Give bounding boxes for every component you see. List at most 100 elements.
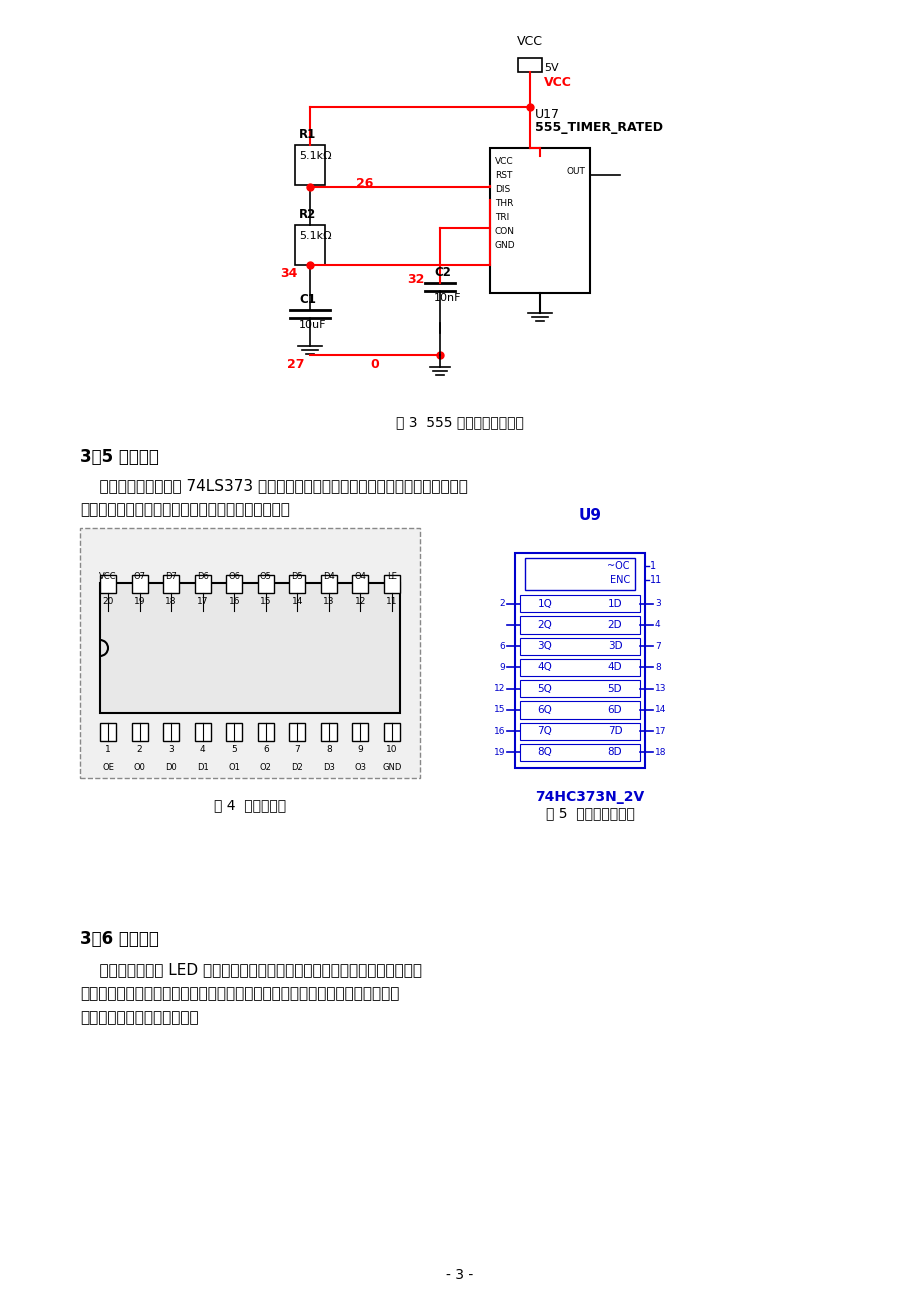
Text: 图 5  芯片仿真模型图: 图 5 芯片仿真模型图	[545, 806, 634, 820]
Text: 3．5 控制电路: 3．5 控制电路	[80, 448, 159, 466]
Bar	[226, 723, 242, 741]
Text: CON: CON	[494, 227, 515, 236]
Bar	[525, 559, 634, 590]
Text: 20: 20	[102, 598, 114, 607]
Text: 3D: 3D	[607, 641, 621, 651]
Text: O3: O3	[354, 763, 366, 772]
Text: 14: 14	[291, 598, 302, 607]
Text: 7: 7	[294, 746, 300, 754]
Text: 显示数字。电动机的转速信号通过计数电路的处理，在显示电路中有数码显示器: 显示数字。电动机的转速信号通过计数电路的处理，在显示电路中有数码显示器	[80, 986, 399, 1001]
Text: 显示电路有四块 LED 数码显示器组成，使其管脚与十进制计数器正确连接，: 显示电路有四块 LED 数码显示器组成，使其管脚与十进制计数器正确连接，	[80, 962, 422, 976]
Text: DIS: DIS	[494, 185, 510, 194]
Bar	[515, 553, 644, 768]
Bar	[100, 723, 116, 741]
Text: D6: D6	[197, 572, 209, 581]
Bar	[517, 59, 541, 72]
Text: 555_TIMER_RATED: 555_TIMER_RATED	[535, 121, 663, 134]
Text: 显示出数字，来记录其转速。: 显示出数字，来记录其转速。	[80, 1010, 199, 1025]
Text: O5: O5	[259, 572, 271, 581]
Text: 0: 0	[370, 358, 379, 371]
Bar	[519, 702, 640, 719]
Bar	[519, 659, 640, 676]
Text: C1: C1	[299, 293, 315, 306]
Text: 1D: 1D	[607, 599, 621, 608]
Text: 8D: 8D	[607, 747, 621, 758]
Text: 2: 2	[499, 599, 505, 608]
Text: OE: OE	[102, 763, 114, 772]
Bar	[195, 575, 210, 592]
Text: 10nF: 10nF	[434, 293, 461, 303]
Text: 控制电路部分，采用 74LS373 芯片，组成锁存器电路，通过定时电路传递过来的信: 控制电路部分，采用 74LS373 芯片，组成锁存器电路，通过定时电路传递过来的…	[80, 478, 468, 493]
Text: C2: C2	[434, 266, 450, 279]
Text: 13: 13	[323, 598, 335, 607]
Text: LE: LE	[387, 572, 396, 581]
Text: 15: 15	[493, 706, 505, 715]
Text: 16: 16	[228, 598, 240, 607]
Text: 5Q: 5Q	[537, 684, 551, 694]
Text: 3．6 显示电路: 3．6 显示电路	[80, 930, 159, 948]
Text: 12: 12	[355, 598, 366, 607]
Text: O7: O7	[133, 572, 145, 581]
Text: 1Q: 1Q	[537, 599, 551, 608]
Text: 15: 15	[260, 598, 271, 607]
Text: 5: 5	[231, 746, 237, 754]
Text: 34: 34	[280, 267, 298, 280]
Text: 5D: 5D	[607, 684, 621, 694]
Bar	[519, 616, 640, 634]
Text: 16: 16	[493, 727, 505, 736]
Bar	[226, 575, 242, 592]
Bar	[352, 575, 368, 592]
Text: 7: 7	[654, 642, 660, 651]
Text: 26: 26	[356, 177, 373, 190]
Bar	[289, 723, 305, 741]
Text: O6: O6	[228, 572, 240, 581]
Text: TRI: TRI	[494, 212, 509, 221]
Text: THR: THR	[494, 198, 513, 207]
Text: RST: RST	[494, 171, 512, 180]
Bar	[257, 575, 274, 592]
Text: 7D: 7D	[607, 727, 621, 736]
Text: - 3 -: - 3 -	[446, 1268, 473, 1282]
Bar	[289, 575, 305, 592]
Text: D4: D4	[323, 572, 335, 581]
Text: GND: GND	[382, 763, 402, 772]
Text: 图 4  芯片管脚图: 图 4 芯片管脚图	[214, 798, 286, 812]
Text: 19: 19	[493, 747, 505, 756]
Text: O2: O2	[259, 763, 271, 772]
Text: 7Q: 7Q	[537, 727, 551, 736]
Text: 4D: 4D	[607, 663, 621, 672]
Text: 4: 4	[654, 620, 660, 629]
Text: U9: U9	[578, 508, 601, 523]
Text: 8: 8	[654, 663, 660, 672]
Bar	[321, 575, 336, 592]
Text: 11: 11	[650, 575, 662, 585]
Text: 8: 8	[325, 746, 332, 754]
Bar	[100, 575, 116, 592]
Text: 17: 17	[654, 727, 665, 736]
Bar	[131, 723, 147, 741]
Text: 8Q: 8Q	[537, 747, 551, 758]
Bar	[490, 148, 589, 293]
Bar	[295, 145, 324, 185]
Text: O0: O0	[133, 763, 145, 772]
Text: ENC: ENC	[609, 575, 630, 585]
Text: R1: R1	[299, 128, 316, 141]
Text: 5.1kΩ: 5.1kΩ	[299, 230, 331, 241]
Text: R2: R2	[299, 208, 316, 221]
Text: 6: 6	[499, 642, 505, 651]
Bar	[519, 743, 640, 760]
Text: 10: 10	[386, 746, 397, 754]
Text: 19: 19	[133, 598, 145, 607]
Bar	[352, 723, 368, 741]
Bar	[519, 638, 640, 655]
Text: 11: 11	[386, 598, 397, 607]
Bar	[321, 723, 336, 741]
Text: D7: D7	[165, 572, 176, 581]
Bar	[519, 680, 640, 698]
Text: 4: 4	[199, 746, 205, 754]
Text: 5.1kΩ: 5.1kΩ	[299, 151, 331, 161]
Text: 6D: 6D	[607, 704, 621, 715]
Text: 1: 1	[650, 561, 655, 572]
Text: 3Q: 3Q	[537, 641, 551, 651]
Text: 2: 2	[137, 746, 142, 754]
